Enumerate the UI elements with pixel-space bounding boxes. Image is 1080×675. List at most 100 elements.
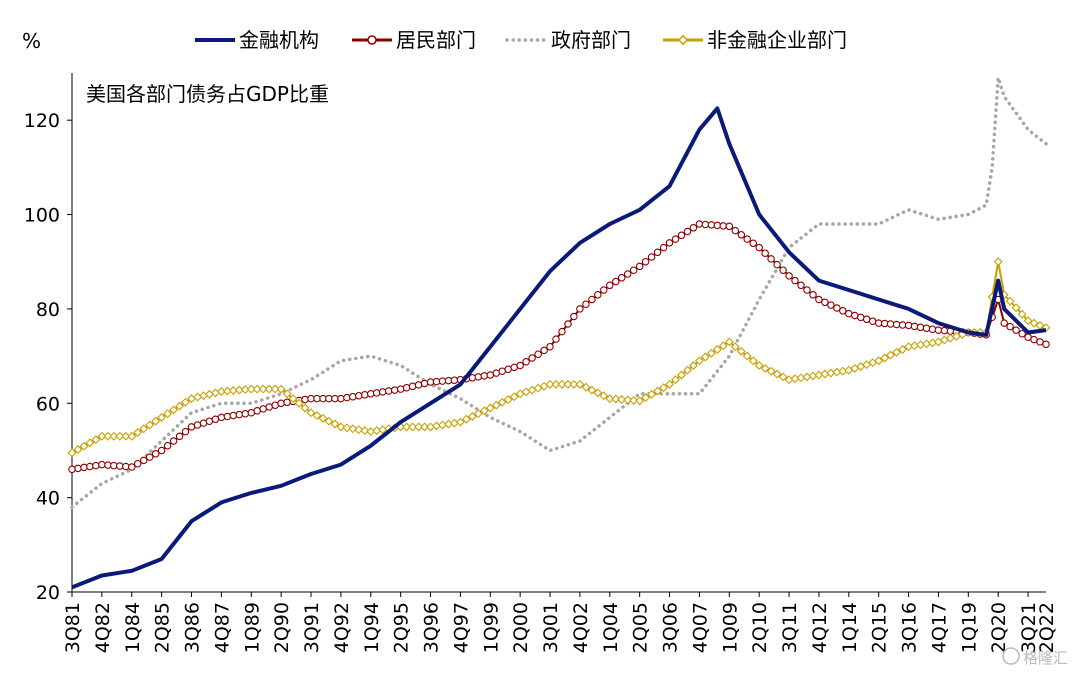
corporate-point (826, 368, 836, 378)
corporate-point (832, 367, 842, 377)
corporate-point (139, 424, 149, 434)
x-tick-label: 3Q96 (421, 602, 443, 653)
corporate-point (1035, 320, 1045, 330)
corporate-point (121, 431, 131, 441)
household-point (313, 394, 321, 403)
household-point (163, 441, 172, 450)
corporate-point (169, 405, 179, 415)
corporate-point (802, 372, 812, 382)
corporate-point (193, 392, 202, 402)
household-point (116, 462, 124, 470)
corporate-point (246, 384, 256, 394)
x-tick-label: 4Q02 (570, 602, 592, 653)
watermark: 格隆汇 (1002, 647, 1068, 667)
corporate-point (372, 426, 382, 436)
household-point (349, 392, 357, 401)
x-tick-label: 3Q06 (660, 602, 682, 653)
corporate-point (240, 385, 250, 395)
corporate-point (455, 417, 465, 427)
x-tick-label: 1Q19 (958, 602, 980, 653)
corporate-point (85, 438, 95, 448)
corporate-point (438, 420, 447, 430)
household-point (151, 450, 160, 458)
corporate-point (163, 409, 173, 419)
corporate-point (910, 341, 919, 351)
corporate-point (133, 428, 143, 437)
corporate-point (288, 394, 298, 404)
household-point (552, 335, 560, 343)
x-tick-label: 2Q20 (988, 602, 1010, 653)
x-tick-label: 2Q00 (510, 602, 532, 653)
household-point (337, 394, 345, 403)
corporate-point (73, 445, 83, 454)
corporate-point (688, 361, 698, 370)
household-point (743, 235, 751, 243)
x-tick-label: 4Q12 (809, 602, 831, 653)
household-point (175, 432, 184, 441)
corporate-point (461, 414, 471, 424)
household-point (558, 327, 566, 336)
legend-item-2: 政府部门 (505, 28, 631, 52)
x-tick-label: 3Q81 (62, 602, 84, 653)
household-point (641, 257, 650, 266)
legend-item-0: 金融机构 (195, 28, 319, 52)
household-point (480, 372, 489, 380)
corporate-point (1005, 296, 1015, 306)
household-point (438, 377, 447, 385)
corporate-point (181, 397, 190, 407)
chart-title: 美国各部门债务占GDP比重 (86, 82, 329, 106)
household-point (1006, 322, 1014, 331)
y-tick-label: 20 (36, 582, 60, 604)
series-layer (67, 77, 1051, 590)
x-tick-label: 1Q09 (719, 602, 741, 653)
corporate-point (420, 422, 430, 432)
legend-label: 非金融企业部门 (707, 28, 847, 52)
corporate-point (485, 403, 495, 413)
household-point (606, 281, 614, 290)
household-point (773, 260, 781, 269)
household-point (361, 391, 369, 399)
corporate-point (712, 345, 722, 354)
household-point (868, 317, 877, 325)
household-point (522, 358, 530, 366)
corporate-point (718, 341, 728, 351)
corporate-point (306, 408, 316, 418)
household-point (785, 272, 793, 280)
household-point (74, 464, 82, 473)
corporate-point (467, 412, 477, 421)
corporate-point (587, 385, 597, 395)
household-point (408, 382, 417, 391)
series-2 (70, 77, 1048, 509)
x-tick-label: 2Q15 (869, 602, 891, 653)
household-point (169, 437, 178, 445)
household-point (677, 231, 686, 240)
corporate-point (378, 425, 388, 435)
household-point (671, 235, 680, 243)
corporate-point (772, 369, 782, 379)
corporate-point (784, 375, 794, 385)
corporate-point (473, 409, 483, 419)
household-point (367, 390, 375, 398)
x-tick-label: 4Q97 (450, 602, 472, 653)
corporate-point (402, 422, 412, 432)
corporate-point (874, 356, 884, 366)
x-tick-label: 3Q01 (540, 602, 562, 653)
household-point (516, 361, 524, 370)
y-tick-label: 100 (24, 205, 60, 227)
household-point (534, 350, 542, 358)
household-point (277, 399, 285, 408)
household-point (450, 376, 459, 384)
household-point (839, 307, 847, 315)
series-line-financial (71, 106, 1047, 590)
corporate-point (742, 351, 752, 361)
corporate-point (408, 422, 418, 432)
x-tick-label: 3Q16 (899, 602, 921, 653)
household-point (695, 220, 704, 228)
household-point (92, 461, 100, 470)
household-point (791, 276, 799, 285)
series-1 (68, 220, 1050, 474)
corporate-point (808, 371, 818, 381)
corporate-point (336, 422, 346, 432)
legend-label: 政府部门 (551, 28, 631, 52)
legend-label: 居民部门 (396, 28, 476, 52)
